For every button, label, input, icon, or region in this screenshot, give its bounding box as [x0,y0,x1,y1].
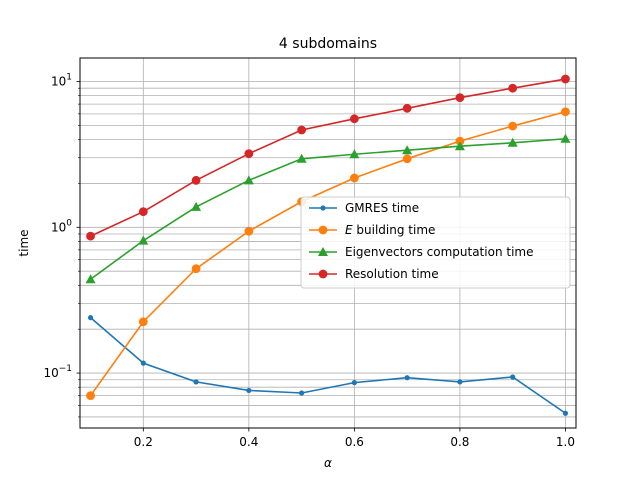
data-point [455,93,465,103]
x-tick-label: 1.0 [556,435,575,449]
data-point [244,226,254,236]
data-point [299,390,305,396]
legend-label: Eigenvectors computation time [345,245,533,259]
legend-marker [320,205,326,211]
data-point [510,374,516,380]
data-point [193,379,199,385]
y-tick-label: 100 [51,218,72,234]
chart-title: 4 subdomains [279,36,377,52]
data-point [349,173,359,183]
legend-label: GMRES time [345,201,419,215]
data-point [140,360,146,366]
legend-marker [318,247,328,256]
x-tick-label: 0.2 [134,435,153,449]
series-line [90,317,566,414]
data-point [508,121,518,131]
data-point [455,136,465,146]
legend-entry: Resolution time [309,267,439,281]
legend-box [300,196,571,289]
series-line [90,78,566,237]
legend-label: Resolution time [345,267,439,281]
data-point [297,125,307,135]
data-point [561,107,570,117]
data-point [243,175,254,185]
plot-frame [79,57,577,429]
data-point [86,231,95,241]
ticks: 0.2 0.4 0.6 0.8 1.0 10−1 100 101 [43,73,575,449]
legend-entry: E building time [309,223,435,237]
data-point [86,391,95,401]
legend-marker [318,269,328,279]
data-point [457,379,463,385]
data-point [87,315,94,321]
data-point [138,317,148,327]
x-tick-label: 0.4 [239,435,258,449]
data-point [246,387,252,394]
data-point [508,83,518,93]
data-point [138,207,148,217]
series-line [89,111,566,397]
data-point [349,114,359,124]
data-point [402,154,412,164]
series-2 [85,133,571,284]
data-point [191,175,201,185]
data-point [404,375,410,381]
data-point [402,145,413,155]
x-tick-label: 0.6 [345,435,364,449]
legend-entry: GMRES time [309,201,419,215]
series-layer [85,74,571,416]
data-point [138,235,149,245]
data-point [454,141,465,151]
data-point [402,103,412,113]
data-point [561,74,570,84]
series-1 [86,107,570,401]
series-3 [86,74,570,241]
data-point [351,380,357,386]
legend-label: E building time [345,223,435,237]
y-tick-label: 101 [51,73,72,89]
data-point [85,274,96,284]
y-axis-label: time [17,229,31,256]
legend-entry: Eigenvectors computation time [309,245,533,259]
data-point [349,149,360,159]
legend: GMRES time E building time Eigenvectors co… [300,196,571,289]
data-point [191,201,202,211]
legend-marker [318,225,328,235]
data-point [562,410,569,416]
series-0 [87,315,569,416]
x-tick-label: 0.8 [450,435,469,449]
x-axis-label: α [324,456,332,470]
data-point [244,149,254,159]
data-point [296,153,307,163]
data-point [191,264,201,274]
y-tick-label: 10−1 [43,364,72,380]
series-line [90,137,566,280]
data-point [560,133,571,143]
data-point [507,137,518,147]
